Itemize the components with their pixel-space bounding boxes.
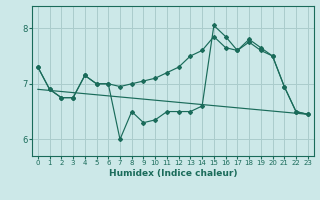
X-axis label: Humidex (Indice chaleur): Humidex (Indice chaleur) xyxy=(108,169,237,178)
